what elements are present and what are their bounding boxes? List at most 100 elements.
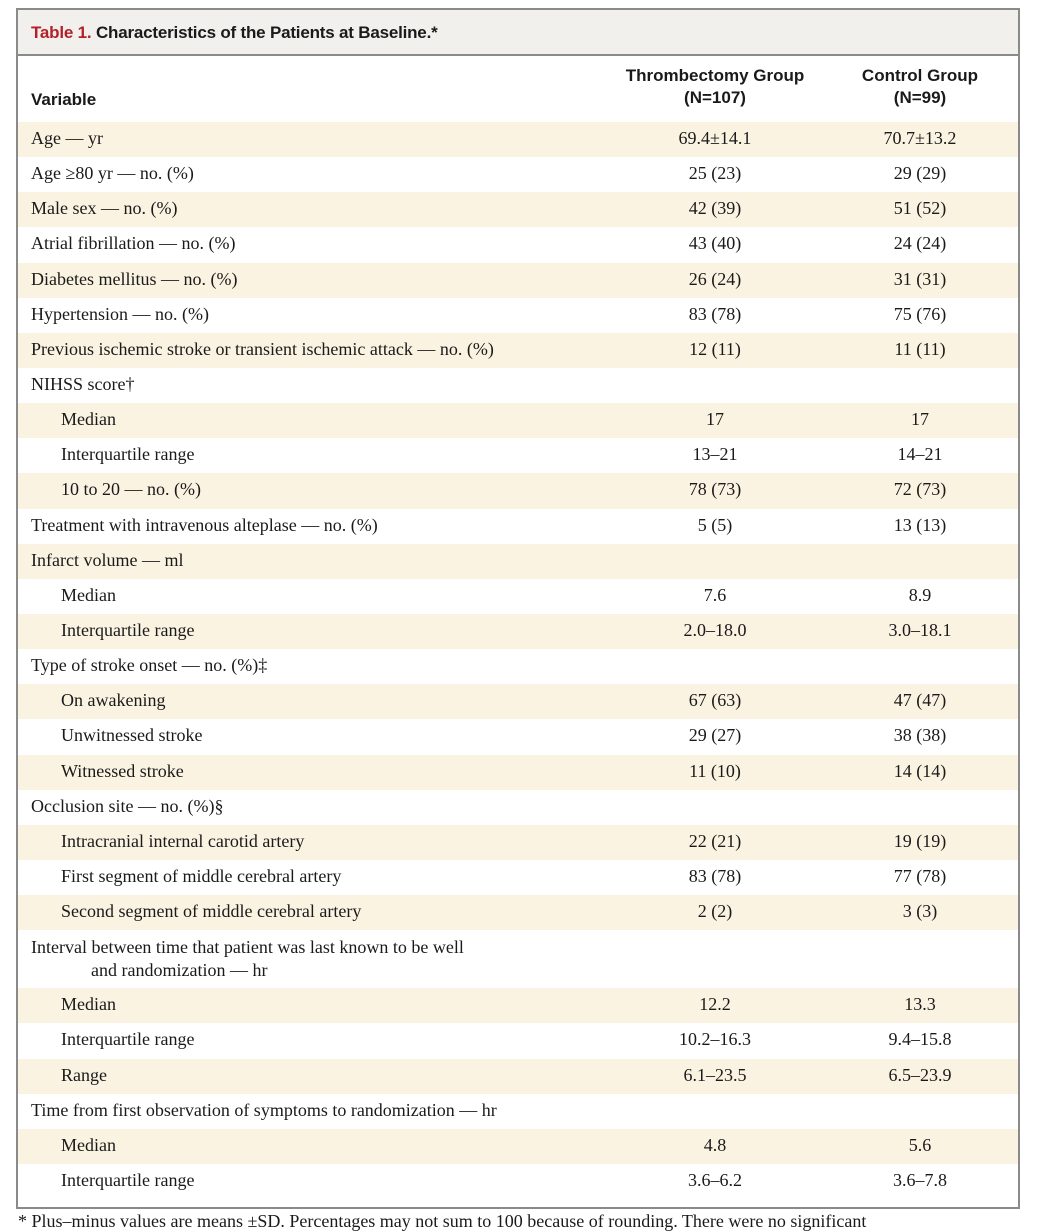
table-row: First segment of middle cerebral artery 8… — [18, 860, 1018, 895]
row-label: Type of stroke onset — no. (%)‡ — [31, 655, 268, 676]
row-label: Median — [61, 584, 116, 605]
control-value: 17 — [911, 409, 929, 430]
table-row: Previous ischemic stroke or transient is… — [18, 332, 1018, 368]
table-row: Male sex — no. (%) 42 (39) 51 (52) — [18, 192, 1018, 228]
row-label: Infarct volume — ml — [31, 549, 184, 570]
thrombectomy-value: 2.0–18.0 — [683, 619, 747, 640]
table-row: Intracranial internal carotid artery 22 (… — [18, 824, 1018, 860]
table-row: Median 7.6 8.9 — [18, 579, 1018, 614]
thrombectomy-header-n: (N=107) — [684, 88, 746, 107]
control-value: 72 (73) — [893, 479, 947, 500]
row-label: Intracranial internal carotid artery — [61, 830, 305, 851]
table-body: Age — yr 69.4±14.1 70.7±13.2 Age ≥80 yr — n… — [18, 122, 1018, 1199]
control-value: 47 (47) — [893, 690, 947, 711]
control-value: 14–21 — [897, 444, 943, 465]
thrombectomy-column-header: Thrombectomy Group (N=107) — [600, 65, 830, 109]
table-title: Characteristics of the Patients at Basel… — [95, 23, 438, 42]
thrombectomy-value: 69.4±14.1 — [678, 128, 752, 148]
table-caption: Table 1. Characteristics of the Patients… — [18, 10, 1018, 56]
table-row: Witnessed stroke 11 (10) 14 (14) — [18, 754, 1018, 790]
row-label: Second segment of middle cerebral artery — [61, 901, 362, 922]
row-label: Occlusion site — no. (%)§ — [31, 795, 224, 816]
table-row: Age ≥80 yr — no. (%) 25 (23) 29 (29) — [18, 157, 1018, 192]
control-header-name: Control Group — [861, 66, 979, 85]
table-row: Interval between time that patient was l… — [18, 930, 1018, 988]
table-footnote: * Plus–minus values are means ±SD. Perce… — [18, 1211, 867, 1231]
thrombectomy-value: 6.1–23.5 — [683, 1064, 747, 1085]
table-row: NIHSS score† — [18, 368, 1018, 403]
control-value: 75 (76) — [893, 303, 947, 324]
thrombectomy-value: 4.8 — [703, 1134, 727, 1155]
control-value: 31 (31) — [893, 268, 947, 289]
table-row: Age — yr 69.4±14.1 70.7±13.2 — [18, 122, 1018, 158]
variable-column-header: Variable — [31, 90, 97, 109]
table-row: 10 to 20 — no. (%) 78 (73) 72 (73) — [18, 473, 1018, 509]
control-value: 24 (24) — [893, 233, 947, 254]
control-value: 6.5–23.9 — [888, 1064, 952, 1085]
table-row: On awakening 67 (63) 47 (47) — [18, 684, 1018, 720]
table-row: Second segment of middle cerebral artery… — [18, 895, 1018, 931]
row-label: Unwitnessed stroke — [61, 725, 203, 746]
table-row: Interquartile range 13–21 14–21 — [18, 438, 1018, 473]
table-row: Median 4.8 5.6 — [18, 1128, 1018, 1164]
thrombectomy-value: 25 (23) — [688, 163, 742, 184]
control-value: 14 (14) — [893, 760, 947, 781]
control-header-n: (N=99) — [893, 88, 947, 107]
control-value: 29 (29) — [893, 163, 947, 184]
thrombectomy-value: 43 (40) — [688, 233, 742, 254]
table-row: Median 17 17 — [18, 403, 1018, 439]
thrombectomy-value: 12.2 — [699, 994, 731, 1015]
row-label: Interquartile range — [61, 1169, 195, 1190]
row-label: Atrial fibrillation — no. (%) — [31, 233, 236, 254]
row-label: Median — [61, 994, 116, 1015]
thrombectomy-value: 22 (21) — [688, 830, 742, 851]
row-label: Witnessed stroke — [61, 760, 184, 781]
table-row: Type of stroke onset — no. (%)‡ — [18, 649, 1018, 684]
thrombectomy-value: 13–21 — [692, 444, 738, 465]
row-label: Interval between time that patient was l… — [31, 936, 464, 982]
control-value: 51 (52) — [893, 198, 947, 219]
control-value: 5.6 — [908, 1134, 932, 1155]
control-value: 11 (11) — [894, 338, 946, 359]
row-label: Interquartile range — [61, 444, 195, 465]
row-label: Diabetes mellitus — no. (%) — [31, 268, 238, 289]
baseline-characteristics-table: Table 1. Characteristics of the Patients… — [16, 8, 1020, 1209]
row-label: Previous ischemic stroke or transient is… — [31, 338, 494, 359]
table-row: Atrial fibrillation — no. (%) 43 (40) 24 (… — [18, 227, 1018, 262]
control-value: 70.7±13.2 — [883, 128, 957, 148]
table-row: Range 6.1–23.5 6.5–23.9 — [18, 1058, 1018, 1094]
row-label: 10 to 20 — no. (%) — [61, 479, 201, 500]
thrombectomy-value: 42 (39) — [688, 198, 742, 219]
control-value: 9.4–15.8 — [888, 1029, 952, 1050]
row-label: Range — [61, 1064, 107, 1085]
table-row: Median 12.2 13.3 — [18, 988, 1018, 1024]
table-row: Interquartile range 10.2–16.3 9.4–15.8 — [18, 1023, 1018, 1058]
control-value: 3 (3) — [902, 901, 938, 922]
control-column-header: Control Group (N=99) — [805, 65, 1035, 109]
control-value: 19 (19) — [893, 830, 947, 851]
control-value: 3.0–18.1 — [888, 619, 952, 640]
thrombectomy-value: 10.2–16.3 — [679, 1029, 751, 1050]
thrombectomy-value: 67 (63) — [688, 690, 742, 711]
control-value: 38 (38) — [893, 725, 947, 746]
table-header: Variable Thrombectomy Group (N=107) Cont… — [18, 56, 1018, 122]
thrombectomy-value: 26 (24) — [688, 268, 742, 289]
row-label: Male sex — no. (%) — [31, 198, 178, 219]
thrombectomy-value: 78 (73) — [688, 479, 742, 500]
control-value: 77 (78) — [893, 865, 947, 886]
row-label: On awakening — [61, 690, 166, 711]
row-label: Median — [61, 409, 116, 430]
row-label: NIHSS score† — [31, 373, 135, 394]
table-row: Diabetes mellitus — no. (%) 26 (24) 31 (31… — [18, 262, 1018, 298]
thrombectomy-value: 7.6 — [703, 584, 727, 605]
control-value: 8.9 — [908, 584, 932, 605]
thrombectomy-value: 11 (10) — [689, 760, 741, 781]
table-row: Hypertension — no. (%) 83 (78) 75 (76) — [18, 298, 1018, 333]
row-label: Interquartile range — [61, 1029, 195, 1050]
table-row: Unwitnessed stroke 29 (27) 38 (38) — [18, 719, 1018, 754]
table-row: Treatment with intravenous alteplase — n… — [18, 509, 1018, 544]
row-label-line2: and randomization — hr — [91, 960, 268, 981]
row-label: Age — yr — [31, 128, 103, 148]
row-label: Median — [61, 1134, 116, 1155]
row-label: Age ≥80 yr — no. (%) — [31, 163, 194, 184]
